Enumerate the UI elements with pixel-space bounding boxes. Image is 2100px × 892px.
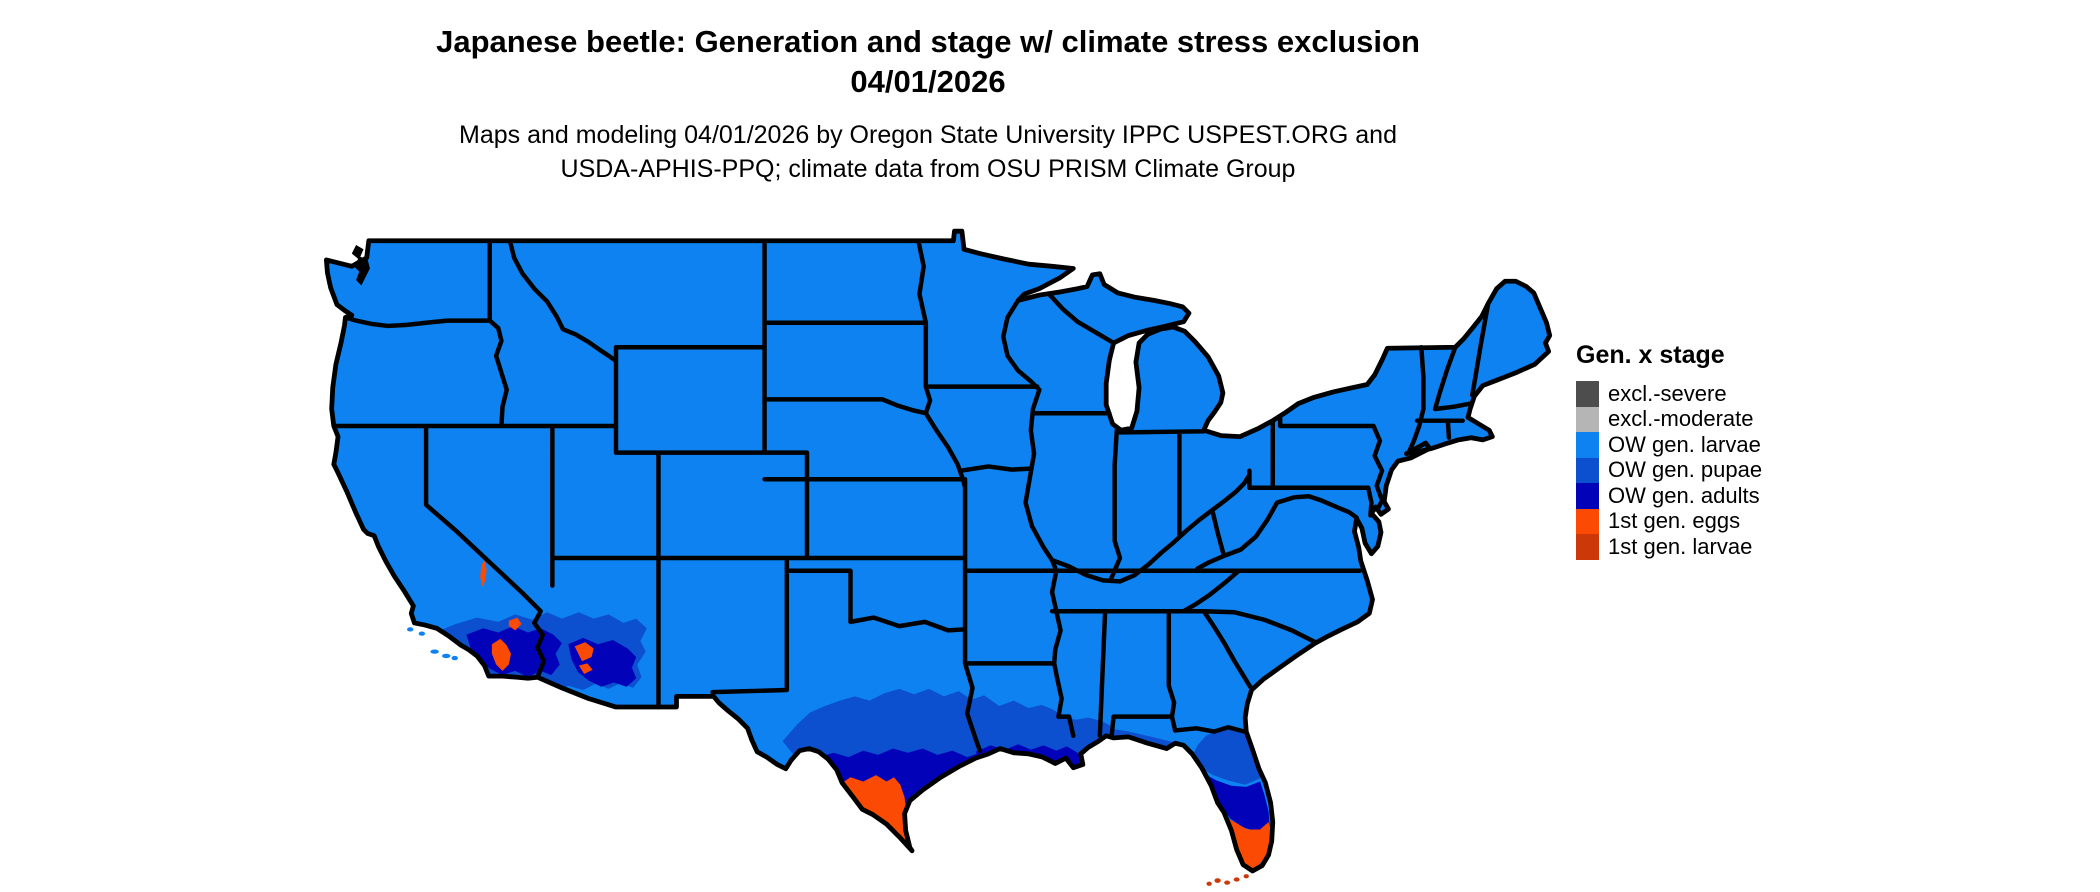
florida-keys-dots — [1206, 874, 1249, 886]
legend-swatch-ow-pupae — [1576, 457, 1599, 483]
map-subtitle-line2: USDA-APHIS-PPQ; climate data from OSU PR… — [560, 155, 1296, 183]
map-region-south-florida-eggs — [1221, 815, 1272, 870]
legend-item-ow-adults: OW gen. adults — [1576, 483, 1762, 509]
channel-islands-dots — [407, 627, 458, 661]
legend-swatch-gen1-larvae — [1576, 534, 1599, 560]
legend-item-ow-larvae: OW gen. larvae — [1576, 432, 1762, 458]
legend-swatch-gen1-eggs — [1576, 508, 1599, 534]
legend-item-ow-pupae: OW gen. pupae — [1576, 457, 1763, 483]
map-title-line1: Japanese beetle: Generation and stage w/… — [436, 24, 1420, 59]
legend-item-excl-moderate: excl.-moderate — [1576, 406, 1762, 432]
map-title: Japanese beetle: Generation and stage w/… — [0, 22, 1856, 102]
legend-item-gen1-larvae: 1st gen. larvae — [1576, 534, 1762, 560]
map-region-florida-adults-band — [1202, 773, 1270, 832]
legend-label-ow-adults: OW gen. adults — [1608, 482, 1760, 508]
map-region-imperial-valley-eggs — [491, 638, 511, 671]
map-region-phoenix-area-eggs — [574, 642, 594, 675]
map-region-florida-pupae-band — [1192, 727, 1261, 785]
legend-item-gen1-eggs: 1st gen. eggs — [1576, 508, 1762, 534]
legend-label-excl-severe: excl.-severe — [1608, 380, 1727, 406]
us-map — [320, 228, 1555, 886]
legend-label-excl-moderate: excl.-moderate — [1608, 406, 1754, 432]
map-region-socal-adults-patch — [466, 626, 562, 678]
map-region-texas-adults-band — [805, 748, 1067, 871]
legend-title: Gen. x stage — [1576, 341, 1725, 369]
legend: Gen. x stage excl.-severe excl.-moderate… — [1576, 341, 1762, 560]
map-region-death-valley-eggs — [480, 560, 487, 587]
map-subtitle: Maps and modeling 04/01/2026 by Oregon S… — [0, 118, 1856, 186]
map-subtitle-line1: Maps and modeling 04/01/2026 by Oregon S… — [459, 121, 1397, 149]
puget-sound-inlet — [351, 245, 370, 286]
legend-swatch-excl-moderate — [1576, 406, 1599, 432]
state-borders — [331, 238, 1491, 753]
legend-label-gen1-larvae: 1st gen. larvae — [1608, 533, 1753, 559]
legend-item-excl-severe: excl.-severe — [1576, 381, 1762, 407]
legend-label-ow-larvae: OW gen. larvae — [1608, 431, 1761, 457]
legend-label-ow-pupae: OW gen. pupae — [1608, 457, 1763, 483]
legend-swatch-ow-adults — [1576, 483, 1599, 509]
map-title-date: 04/01/2026 — [850, 64, 1006, 99]
legend-swatch-ow-larvae — [1576, 432, 1599, 458]
legend-label-gen1-eggs: 1st gen. eggs — [1608, 508, 1741, 534]
legend-swatch-excl-severe — [1576, 381, 1599, 407]
